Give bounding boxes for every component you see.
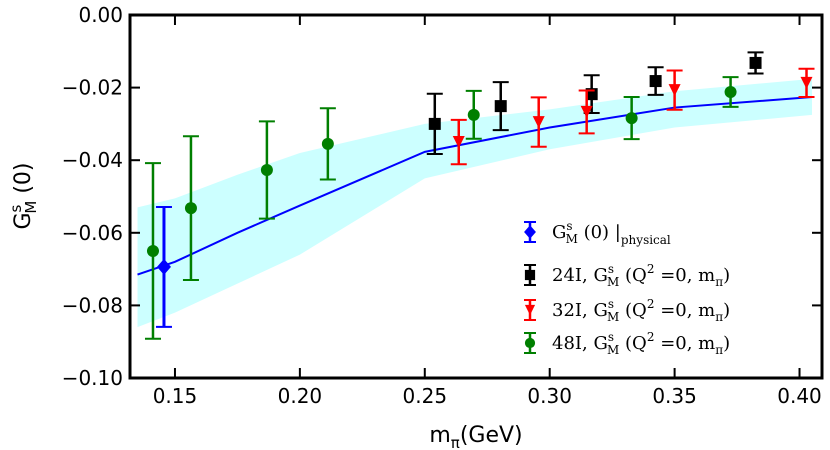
legend-label: 24I, Gs M (Q2 =0, mπ): [552, 262, 730, 289]
marker-circle: [260, 164, 273, 177]
marker-triangle: [668, 84, 681, 97]
ticks-layer: 0.15 0.20 0.25 0.30 0.35 0.40 0.00 −0.02 −0.04 −0…: [62, 3, 822, 408]
marker-triangle: [580, 105, 593, 118]
marker-square: [428, 117, 441, 130]
legend-entry-1: 24I, Gs M (Q2 =0, mπ): [524, 262, 730, 289]
plot-frame: [128, 13, 824, 380]
data-point: [666, 69, 683, 111]
y-tick-label: −0.04: [62, 148, 123, 172]
data-point: [450, 118, 467, 166]
legend-entry-0: Gs M (0) |physical: [524, 219, 671, 247]
data-point: [798, 67, 815, 99]
series-1: [426, 51, 764, 156]
marker-square: [494, 100, 507, 113]
marker-diamond: [524, 225, 536, 239]
data-point: [492, 81, 509, 132]
legend-entry-2: 32I, Gs M (Q2 =0, mπ): [524, 297, 730, 324]
data-points-layer: [144, 51, 815, 340]
marker-triangle: [452, 136, 465, 149]
data-point: [530, 96, 547, 148]
marker-diamond: [156, 258, 171, 275]
marker-circle: [625, 112, 638, 125]
data-point: [578, 89, 595, 135]
data-point: [465, 89, 482, 140]
legend-entry-3: 48I, Gs M (Q2 =0, mπ): [524, 330, 730, 357]
data-point: [623, 96, 640, 141]
y-tick-label: −0.10: [62, 366, 123, 390]
marker-circle: [724, 85, 737, 98]
series-0: [155, 206, 172, 328]
series-3: [144, 76, 739, 340]
data-point: [426, 92, 443, 156]
legend-label: Gs M (0) |physical: [552, 219, 671, 247]
y-tick-label: −0.02: [62, 76, 123, 100]
data-point: [722, 76, 739, 108]
marker-triangle: [524, 304, 536, 316]
y-tick-label: −0.08: [62, 293, 123, 317]
data-point: [647, 66, 664, 96]
y-tick-label: −0.06: [62, 221, 123, 245]
marker-square: [649, 75, 662, 88]
data-point: [747, 51, 764, 75]
legend-label: 48I, Gs M (Q2 =0, mπ): [552, 330, 730, 357]
series-2: [450, 67, 815, 166]
x-axis-label: mπ(GeV): [429, 423, 522, 450]
data-point: [155, 206, 172, 328]
x-tick-label: 0.25: [403, 384, 448, 408]
data-point: [319, 107, 336, 181]
marker-circle: [184, 202, 197, 215]
marker-triangle: [532, 116, 545, 129]
legend-label: 32I, Gs M (Q2 =0, mπ): [552, 297, 730, 324]
x-tick-label: 0.30: [527, 384, 572, 408]
marker-circle: [321, 137, 334, 150]
data-point: [144, 162, 161, 340]
x-tick-label: 0.40: [777, 384, 822, 408]
marker-square: [749, 56, 762, 69]
fit-line: [137, 96, 813, 276]
x-tick-label: 0.35: [652, 384, 697, 408]
marker-circle: [524, 337, 536, 349]
marker-circle: [146, 244, 159, 257]
data-point: [182, 135, 199, 281]
legend: Gs M (0) |physical 24I, Gs M (Q2 =0, mπ) 32I…: [524, 219, 730, 357]
fit-line-layer: [137, 96, 813, 276]
marker-circle: [467, 108, 480, 121]
x-tick-label: 0.20: [278, 384, 323, 408]
data-point: [258, 120, 275, 220]
x-tick-label: 0.15: [153, 384, 198, 408]
marker-triangle: [800, 76, 813, 89]
marker-square: [524, 269, 536, 281]
y-tick-label: 0.00: [78, 3, 123, 27]
y-axis-label: GsM (0): [7, 163, 40, 230]
